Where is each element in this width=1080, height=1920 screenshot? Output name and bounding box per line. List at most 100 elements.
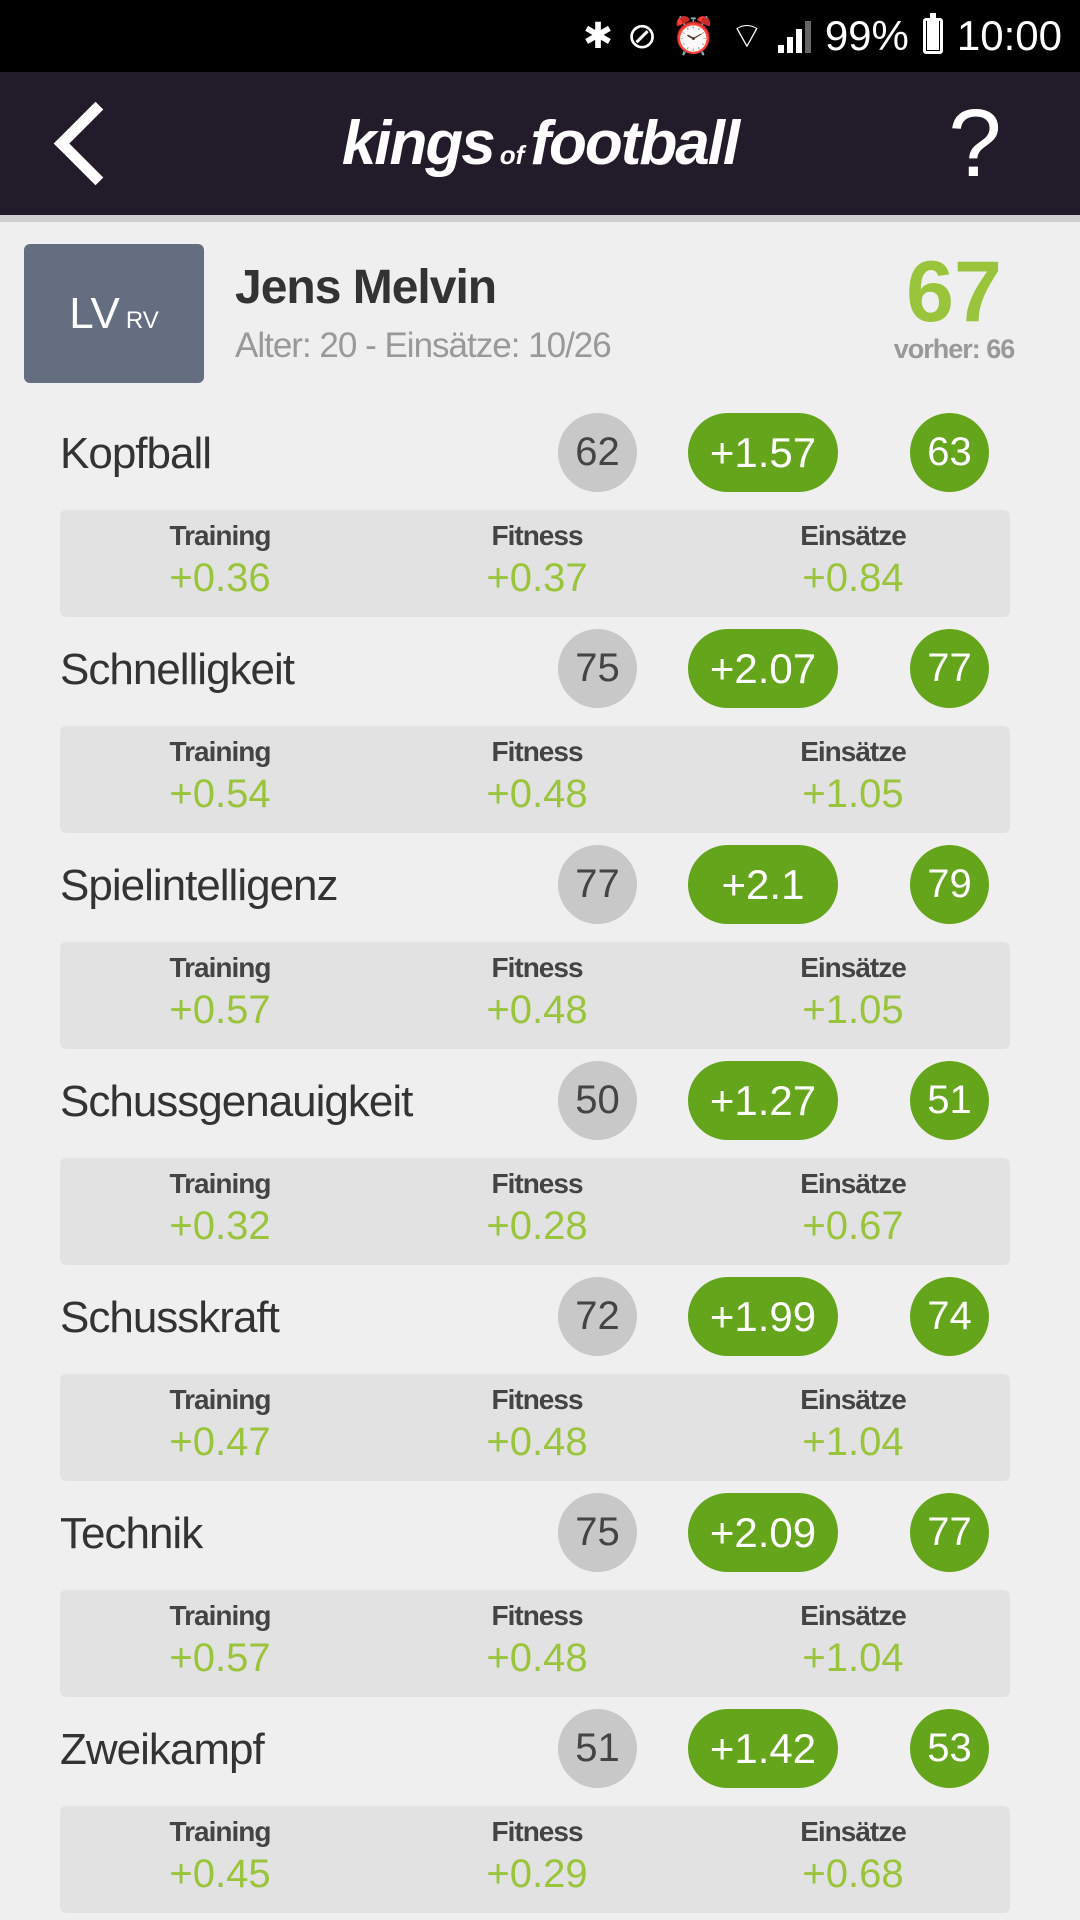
attribute-name: Kopfball: [60, 429, 212, 478]
attribute-new-value: 51: [910, 1061, 989, 1140]
fitness-cell: Fitness +0.37: [427, 510, 647, 601]
attribute-name: Schusskraft: [60, 1293, 280, 1342]
fitness-value: +0.28: [486, 1204, 588, 1248]
training-label: Training: [169, 520, 272, 551]
training-value: +0.57: [169, 1636, 271, 1680]
vibrate-mute-icon: ⊘: [626, 15, 658, 56]
training-cell: Training +0.32: [110, 1158, 330, 1249]
attribute-breakdown: Training +0.54 Fitness +0.48 Einsätze +1.05: [60, 726, 1010, 833]
fitness-value: +0.37: [486, 556, 588, 600]
fitness-cell: Fitness +0.48: [427, 1374, 647, 1465]
attribute-old-value: 77: [558, 845, 637, 924]
signal-icon: [777, 19, 811, 53]
attribute-delta: +1.42: [688, 1709, 838, 1788]
einsaetze-cell: Einsätze +1.05: [743, 942, 963, 1033]
fitness-value: +0.48: [486, 1420, 588, 1464]
fitness-label: Fitness: [491, 736, 583, 767]
clock: 10:00: [956, 12, 1062, 59]
einsaetze-cell: Einsätze +1.04: [743, 1590, 963, 1681]
attribute-name: Technik: [60, 1509, 203, 1558]
bluetooth-icon: ✱: [582, 15, 613, 56]
fitness-value: +0.29: [486, 1852, 588, 1896]
app-bar: kings offootball ?: [0, 72, 1080, 215]
logo-of: of: [499, 140, 525, 170]
einsaetze-label: Einsätze: [800, 952, 907, 983]
wifi-icon: ⌔: [729, 14, 764, 56]
logo-football: football: [530, 109, 740, 178]
back-arrow-icon[interactable]: [40, 98, 130, 188]
einsaetze-label: Einsätze: [800, 1600, 907, 1631]
training-label: Training: [169, 1816, 272, 1847]
training-cell: Training +0.45: [110, 1806, 330, 1897]
training-label: Training: [169, 1168, 272, 1199]
status-bar: ✱ ⊘ ⏰ ⌔ 99% 10:00: [0, 0, 1080, 72]
einsaetze-value: +1.04: [802, 1420, 904, 1464]
einsaetze-cell: Einsätze +0.68: [743, 1806, 963, 1897]
training-cell: Training +0.54: [110, 726, 330, 817]
training-cell: Training +0.47: [110, 1374, 330, 1465]
fitness-label: Fitness: [491, 1816, 583, 1847]
player-summary: LV RV Jens Melvin Alter: 20 - Einsätze: …: [24, 244, 1056, 384]
training-label: Training: [169, 1384, 272, 1415]
einsaetze-value: +1.05: [802, 772, 904, 816]
alarm-icon: ⏰: [671, 15, 716, 56]
attribute-breakdown: Training +0.57 Fitness +0.48 Einsätze +1.05: [60, 942, 1010, 1049]
einsaetze-value: +1.04: [802, 1636, 904, 1680]
fitness-label: Fitness: [491, 1168, 583, 1199]
einsaetze-cell: Einsätze +0.84: [743, 510, 963, 601]
einsaetze-label: Einsätze: [800, 520, 907, 551]
app-logo: kings offootball: [341, 108, 740, 179]
training-value: +0.36: [169, 556, 271, 600]
help-icon[interactable]: ?: [948, 90, 1002, 197]
attribute-name: Zweikampf: [60, 1725, 265, 1774]
attribute-old-value: 72: [558, 1277, 637, 1356]
training-value: +0.47: [169, 1420, 271, 1464]
attribute-old-value: 62: [558, 413, 637, 492]
attribute-delta: +2.07: [688, 629, 838, 708]
fitness-label: Fitness: [491, 1384, 583, 1415]
logo-kings: kings: [341, 109, 496, 178]
position-main: LV: [69, 288, 120, 338]
attribute-new-value: 77: [910, 629, 989, 708]
attribute-delta: +1.57: [688, 413, 838, 492]
fitness-cell: Fitness +0.29: [427, 1806, 647, 1897]
position-alt: RV: [125, 306, 159, 334]
attribute-breakdown: Training +0.45 Fitness +0.29 Einsätze +0.68: [60, 1806, 1010, 1913]
attribute-old-value: 75: [558, 629, 637, 708]
position-badge: LV RV: [24, 244, 204, 383]
einsaetze-label: Einsätze: [800, 736, 907, 767]
attribute-name: Schnelligkeit: [60, 645, 295, 694]
attribute-name: Schussgenauigkeit: [60, 1077, 413, 1126]
attribute-new-value: 77: [910, 1493, 989, 1572]
attribute-old-value: 51: [558, 1709, 637, 1788]
training-label: Training: [169, 1600, 272, 1631]
attribute-new-value: 74: [910, 1277, 989, 1356]
attribute-breakdown: Training +0.47 Fitness +0.48 Einsätze +1.04: [60, 1374, 1010, 1481]
attribute-breakdown: Training +0.57 Fitness +0.48 Einsätze +1.04: [60, 1590, 1010, 1697]
training-value: +0.54: [169, 772, 271, 816]
training-cell: Training +0.57: [110, 942, 330, 1033]
einsaetze-value: +0.67: [802, 1204, 904, 1248]
fitness-value: +0.48: [486, 772, 588, 816]
fitness-cell: Fitness +0.48: [427, 726, 647, 817]
attribute-breakdown: Training +0.36 Fitness +0.37 Einsätze +0.84: [60, 510, 1010, 617]
fitness-label: Fitness: [491, 1600, 583, 1631]
battery-icon: [922, 13, 943, 54]
attribute-new-value: 53: [910, 1709, 989, 1788]
attribute-name: Spielintelligenz: [60, 861, 339, 910]
battery-percent: 99%: [824, 12, 909, 59]
attribute-new-value: 79: [910, 845, 989, 924]
fitness-cell: Fitness +0.48: [427, 1590, 647, 1681]
fitness-value: +0.48: [486, 988, 588, 1032]
einsaetze-value: +0.68: [802, 1852, 904, 1896]
fitness-label: Fitness: [491, 952, 583, 983]
attribute-old-value: 75: [558, 1493, 637, 1572]
attribute-breakdown: Training +0.32 Fitness +0.28 Einsätze +0.67: [60, 1158, 1010, 1265]
einsaetze-value: +0.84: [802, 556, 904, 600]
training-value: +0.57: [169, 988, 271, 1032]
einsaetze-label: Einsätze: [800, 1384, 907, 1415]
fitness-value: +0.48: [486, 1636, 588, 1680]
einsaetze-cell: Einsätze +1.04: [743, 1374, 963, 1465]
player-meta: Alter: 20 - Einsätze: 10/26: [235, 326, 612, 365]
training-value: +0.32: [169, 1204, 271, 1248]
